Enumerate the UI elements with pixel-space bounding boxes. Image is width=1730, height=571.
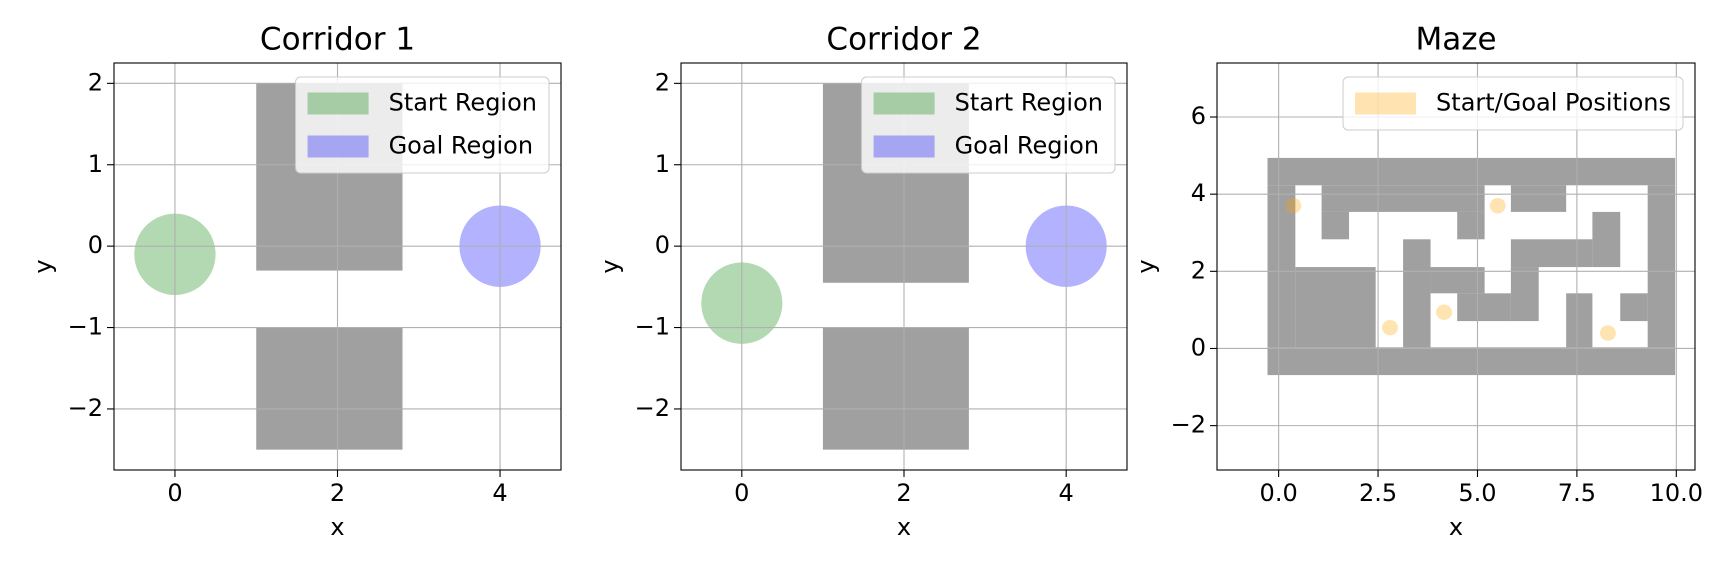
region [1285,198,1302,214]
obstacle [1592,211,1621,268]
obstacle [1267,347,1676,376]
x-axis-label: x [897,513,911,541]
x-tick-label: 10.0 [1650,479,1703,507]
subplot: 0 2 4 −2 −1 0 1 2 Corridor 2 x y Start Region Goal R… [596,22,1128,541]
x-tick-label: 2.5 [1359,479,1397,507]
y-axis-label: y [29,259,57,273]
y-tick-label: 0 [1191,333,1206,361]
legend-box [1342,76,1684,131]
obstacle [822,327,969,450]
legend-swatch [307,92,369,115]
legend: Start Region Goal Region [295,76,550,174]
y-tick-label: −2 [635,394,670,422]
y-tick-label: 0 [88,231,103,259]
region [1382,319,1398,336]
legend-swatch [873,92,935,115]
legend-box [861,76,1116,174]
obstacle [1295,267,1376,348]
x-tick-label: 0 [734,479,749,507]
obstacle [1321,211,1350,240]
subplot-title: Corridor 1 [260,22,415,58]
legend-label: Goal Region [955,132,1099,160]
obstacle [1510,185,1567,212]
obstacle [1620,293,1648,322]
y-tick-label: 2 [88,68,103,96]
region [1489,198,1506,214]
obstacle [1321,185,1485,212]
y-tick-label: 2 [1191,256,1206,284]
obstacle [1566,293,1593,348]
x-axis-label: x [1449,513,1463,541]
obstacle [1510,267,1539,322]
subplot-title: Corridor 2 [826,22,981,58]
axes-frame [113,62,562,471]
x-tick-label: 0.0 [1260,479,1298,507]
obstacle [1403,239,1431,348]
y-tick-label: −2 [1171,411,1206,439]
y-tick-label: 6 [1191,102,1206,130]
axes-frame [680,62,1128,471]
obstacle [1457,293,1511,322]
subplot: 0 2 4 −2 −1 0 1 2 Corridor 1 x y Start Region Goal R… [29,22,562,541]
x-tick-label: 2 [330,479,345,507]
x-tick-label: 5.0 [1458,479,1496,507]
y-tick-label: 1 [88,150,103,178]
legend-swatch [873,135,935,158]
obstacle [1457,211,1485,240]
legend: Start Region Goal Region [861,76,1116,174]
obstacle [1647,185,1676,348]
region [1599,325,1616,341]
legend-swatch [1355,92,1417,115]
subplot: 0.0 2.5 5.0 7.5 10.0 −2 0 2 4 6 Maze x y Start/Goal P… [1132,22,1703,542]
x-axis-label: x [330,513,344,541]
legend-label: Goal Region [389,132,533,160]
legend-label: Start/Goal Positions [1436,89,1671,117]
y-tick-label: 0 [655,231,670,259]
legend-label: Start Region [955,89,1103,117]
y-tick-label: −2 [68,394,103,422]
legend-label: Start Region [389,89,537,117]
legend: Start/Goal Positions [1342,76,1684,131]
subplot-title: Maze [1415,22,1496,58]
x-tick-label: 4 [492,479,507,507]
obstacle [1267,157,1676,186]
legend-swatch [307,135,369,158]
obstacle [256,327,403,450]
y-tick-label: 1 [655,150,670,178]
y-tick-label: −1 [68,313,103,341]
y-axis-label: y [1132,259,1160,273]
obstacle [1267,185,1296,348]
x-tick-label: 0 [167,479,182,507]
x-tick-label: 4 [1059,479,1074,507]
obstacle [1510,239,1593,268]
legend-box [295,76,550,174]
region [1436,304,1453,320]
y-tick-label: 2 [655,68,670,96]
y-tick-label: 4 [1191,179,1206,207]
x-tick-label: 7.5 [1558,479,1596,507]
x-tick-label: 2 [896,479,911,507]
y-tick-label: −1 [635,313,670,341]
plot-area [1217,63,1695,470]
y-axis-label: y [596,259,624,273]
axes-frame [1216,62,1696,471]
